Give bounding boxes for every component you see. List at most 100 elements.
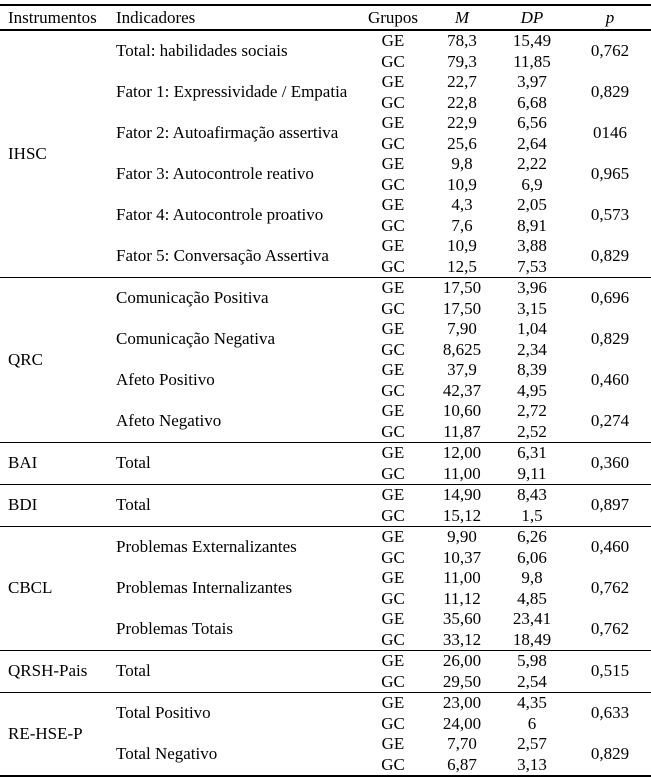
sd-cell: 6 <box>527 713 537 733</box>
table-row: Total Negativo GE 7,70 2,57 0,829 <box>0 734 651 763</box>
table-row: Problemas Totais GE 35,60 23,41 0,762 <box>0 609 651 638</box>
group-cell: GE <box>357 526 429 548</box>
group-cell: GE <box>381 568 405 587</box>
header-indicadores: Indicadores <box>112 4 357 31</box>
group-cell: GE <box>381 154 405 173</box>
mean-cell: 12,00 <box>429 442 495 464</box>
table-row: BAI Total GE 12,00 6,31 0,360 <box>0 442 651 485</box>
group-cell: GE <box>357 692 429 714</box>
table-row: GC 10,9 6,9 <box>0 175 651 196</box>
p-cell: 0,762 <box>590 578 630 598</box>
p-cell: 0,762 <box>590 41 630 61</box>
mean-cell: 7,6 <box>451 215 473 235</box>
group-cell: GC <box>381 133 405 153</box>
indicator-cell: Fator 5: Conversação Assertiva <box>116 246 329 266</box>
mean-cell: 78,3 <box>447 31 477 50</box>
p-cell: 0146 <box>593 123 627 143</box>
table-row: GC 7,6 8,91 <box>0 216 651 237</box>
indicator-cell: Fator 2: Autoafirmação assertiva <box>116 123 339 143</box>
group-cell: GE <box>357 484 429 506</box>
sd-cell: 15,49 <box>512 31 552 50</box>
indicator-cell: Problemas Totais <box>116 619 234 639</box>
table-row: Fator 2: Autoafirmação assertiva GE 22,9 6,… <box>0 113 651 142</box>
indicator-cell: Total Positivo <box>112 692 357 734</box>
group-cell: GE <box>381 72 405 91</box>
sd-cell: 2,52 <box>517 421 547 441</box>
mean-cell: 4,3 <box>451 195 473 214</box>
table-row: GC 25,6 2,64 <box>0 134 651 155</box>
table-row: GC 6,87 3,13 <box>0 755 651 777</box>
table-row: GC 79,3 11,85 <box>0 52 651 73</box>
table-row: GC 12,5 7,53 <box>0 257 651 278</box>
sd-cell: 2,72 <box>517 401 547 420</box>
table-row: GC 17,50 3,15 <box>0 299 651 320</box>
table-row: QRSH-Pais Total GE 26,00 5,98 0,515 <box>0 650 651 693</box>
group-cell: GE <box>381 113 405 132</box>
p-cell: 0,829 <box>590 744 630 764</box>
mean-cell: 10,9 <box>447 174 477 194</box>
group-cell: GC <box>381 671 405 691</box>
sd-cell: 7,53 <box>517 256 547 276</box>
mean-cell: 17,50 <box>442 298 482 318</box>
indicator-cell: Comunicação Positiva <box>112 277 357 319</box>
sd-cell: 3,96 <box>495 277 569 299</box>
indicator-cell: Total Negativo <box>116 744 218 764</box>
group-cell: GC <box>381 51 405 71</box>
sd-cell: 8,39 <box>517 360 547 379</box>
indicator-cell: Problemas Externalizantes <box>112 526 357 568</box>
indicator-cell: Fator 3: Autocontrole reativo <box>116 164 314 184</box>
group-cell: GC <box>381 339 405 359</box>
p-cell: 0,360 <box>569 442 651 485</box>
mean-cell: 11,87 <box>443 421 481 441</box>
table-row: Problemas Internalizantes GE 11,00 9,8 0,762 <box>0 568 651 597</box>
indicator-cell: Total: habilidades sociais <box>116 41 288 61</box>
sd-cell: 2,34 <box>517 339 547 359</box>
table-row: Fator 4: Autocontrole proativo GE 4,3 2,05 0… <box>0 195 651 224</box>
header-instrumentos: Instrumentos <box>0 4 112 31</box>
sd-cell: 9,8 <box>521 568 543 587</box>
table-header-row: Instrumentos Indicadores Grupos M DP p <box>0 4 651 31</box>
p-cell: 0,460 <box>590 370 630 390</box>
sd-cell: 2,22 <box>517 154 547 173</box>
group-cell: GC <box>381 588 405 608</box>
mean-cell: 33,12 <box>442 629 482 649</box>
instrument-cell: QRC <box>0 277 112 443</box>
header-sd: DP <box>495 4 569 31</box>
group-cell: GC <box>381 421 405 441</box>
sd-cell: 3,97 <box>517 72 547 91</box>
group-cell: GC <box>381 505 405 525</box>
group-cell: GC <box>381 174 405 194</box>
sd-cell: 4,35 <box>495 692 569 714</box>
instrument-cell: RE-HSE-P <box>0 692 112 776</box>
indicator-cell: Comunicação Negativa <box>116 329 276 349</box>
table-row: GC 42,37 4,95 <box>0 381 651 402</box>
group-cell: GE <box>381 734 405 753</box>
table-row: GC 11,12 4,85 <box>0 589 651 610</box>
table-row: GC 11,87 2,52 <box>0 422 651 443</box>
sd-cell: 18,49 <box>512 629 552 649</box>
sd-cell: 8,91 <box>517 215 547 235</box>
header-grupos: Grupos <box>357 4 429 31</box>
mean-cell: 11,00 <box>443 568 481 587</box>
table-row: Fator 1: Expressividade / Empatia GE 22,7 3… <box>0 72 651 101</box>
table-row: GC 8,625 2,34 <box>0 340 651 361</box>
indicator-cell: Fator 1: Expressividade / Empatia <box>116 82 348 102</box>
sd-cell: 2,57 <box>517 734 547 753</box>
table-row: RE-HSE-P Total Positivo GE 23,00 4,35 0,633 <box>0 692 651 776</box>
indicator-cell: Total <box>112 484 357 527</box>
table-row: Comunicação Negativa GE 7,90 1,04 0,829 <box>0 319 651 348</box>
group-cell: GC <box>381 629 405 649</box>
mean-cell: 25,6 <box>447 133 477 153</box>
table-row: GC 24,00 6 <box>0 714 651 735</box>
mean-cell: 15,12 <box>442 505 482 525</box>
p-cell: 0,460 <box>569 526 651 568</box>
mean-cell: 23,00 <box>429 692 495 714</box>
table-row: GC 29,50 2,54 <box>0 672 651 693</box>
mean-cell: 22,7 <box>447 72 477 91</box>
sd-cell: 2,54 <box>517 671 547 691</box>
mean-cell: 37,9 <box>447 360 477 379</box>
group-cell: GC <box>381 463 405 483</box>
instrument-cell: BAI <box>0 442 112 485</box>
table-row: Afeto Negativo GE 10,60 2,72 0,274 <box>0 401 651 430</box>
sd-cell: 4,85 <box>517 588 547 608</box>
